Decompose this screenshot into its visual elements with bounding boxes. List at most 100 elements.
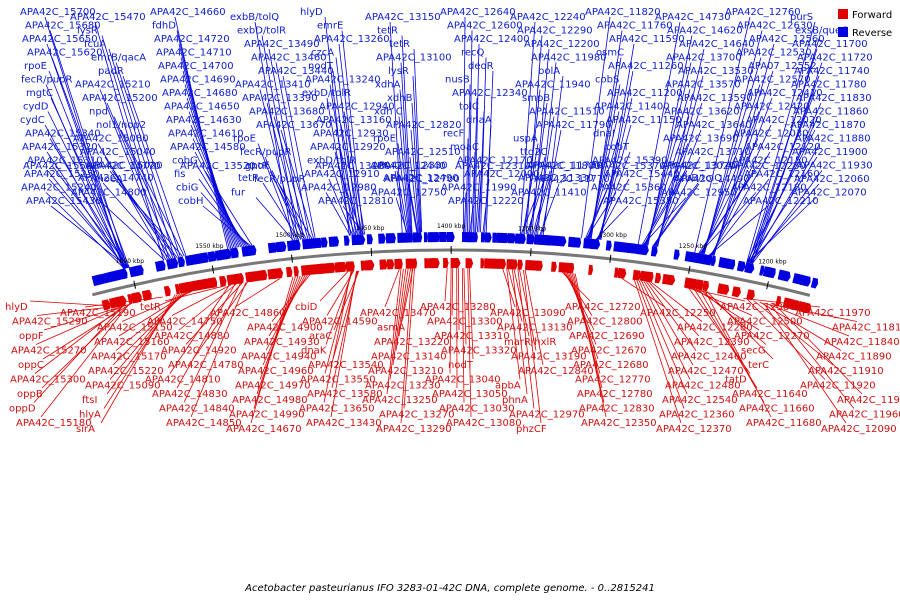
reverse-gene-arrow (302, 239, 308, 250)
reverse-gene-arrow (781, 270, 791, 282)
feature-leader-line (595, 205, 629, 240)
feature-leader-line (709, 178, 770, 256)
forward-gene-arrow (617, 267, 627, 279)
reverse-gene-arrow (317, 237, 322, 248)
reverse-feature-label: ttg2C (520, 147, 548, 158)
feature-leader-line (654, 129, 702, 247)
feature-leader-line (262, 182, 300, 241)
reverse-feature-label: APA42C_14770 (85, 161, 161, 172)
feature-leader-line (765, 302, 850, 337)
reverse-feature-label: APA42C_11760 (597, 21, 673, 32)
reverse-feature-label: recQ (461, 48, 485, 59)
feature-leader-line (111, 170, 178, 258)
feature-leader-line (169, 284, 230, 374)
reverse-feature-label: APA42C_11260 (608, 61, 684, 72)
feature-leader-line (35, 305, 125, 345)
forward-feature-label: APA42C_12800 (567, 317, 643, 328)
forward-feature-label: cbiD (295, 302, 318, 313)
feature-leader-line (444, 267, 448, 302)
forward-feature-label: APA42C_14920 (161, 346, 237, 357)
reverse-feature-label: APA42C_14730 (655, 12, 731, 23)
feature-leader-line (469, 205, 474, 233)
feature-leader-lines (29, 16, 863, 424)
forward-feature-label: apbA (495, 381, 521, 392)
forward-feature-label: APA42C_12500 (727, 317, 803, 328)
forward-feature-label: APA42C_11890 (816, 352, 892, 363)
forward-feature-label: oppC (18, 360, 44, 371)
feature-leader-line (621, 277, 666, 308)
reverse-gene-arrow (294, 239, 301, 251)
reverse-feature-label: APA42C_13100 (376, 53, 452, 64)
reverse-gene-arrow (590, 238, 601, 250)
feature-leader-line (467, 84, 471, 233)
feature-leader-line (645, 281, 697, 351)
reverse-gene-arrow (177, 256, 185, 268)
reverse-gene-arrow (279, 241, 287, 252)
scale-ticks: 1600 kbp 1550 kbp 1500 kbp 1450 kbp 1400 kbp… (116, 223, 787, 290)
forward-gene-arrow (163, 285, 171, 297)
feature-leader-line (588, 111, 620, 239)
reverse-feature-label: APA42C_15430 (26, 196, 102, 207)
feature-leader-line (412, 75, 422, 233)
feature-leader-line (273, 116, 309, 240)
reverse-feature-label: cobS (595, 75, 619, 86)
scale-tick-mark (688, 265, 691, 274)
forward-feature-label: APA42C_14670 (226, 424, 302, 435)
forward-feature-label: APA42C_14810 (145, 375, 221, 386)
feature-leader-line (403, 268, 415, 409)
forward-feature-label: APA42C_13130 (497, 323, 573, 334)
feature-leader-line (268, 274, 308, 337)
reverse-feature-label: APA42C_15310 (27, 156, 103, 167)
scale-tick-label: 1500 kbp (275, 232, 303, 239)
feature-leader-line (389, 268, 404, 380)
feature-leader-line (335, 57, 359, 235)
reverse-feature-label: APA42C_12490 (383, 173, 459, 184)
forward-gene-arrow (145, 289, 152, 301)
reverse-feature-label: APA42C_11330 (518, 173, 594, 184)
feature-leader-line (120, 129, 185, 257)
feature-leader-line (271, 274, 311, 322)
feature-leader-line (704, 290, 772, 418)
forward-feature-label: APA42C_15160 (94, 337, 170, 348)
reverse-feature-label: APA42C_11900 (792, 147, 868, 158)
feature-leader-line (581, 16, 611, 238)
reverse-feature-label: tetR (377, 26, 398, 37)
forward-feature-label: APA42C_14970 (235, 381, 311, 392)
feature-leader-line (520, 197, 537, 234)
feature-leader-line (269, 170, 305, 240)
reverse-gene-arrow (222, 248, 232, 260)
reverse-gene-arrow (248, 245, 257, 256)
reverse-gene-arrow (499, 232, 509, 244)
feature-leader-line (50, 205, 129, 269)
scale-tick-label: 1400 kbp (437, 223, 465, 230)
reverse-feature-label: APA42C_13260 (314, 34, 390, 45)
reverse-gene-arrow (203, 252, 209, 263)
reverse-feature-label: APA42C_15700 (20, 7, 96, 18)
reverse-feature-label: APA42C_12220 (448, 196, 524, 207)
forward-feature-label: APA42C_15220 (88, 366, 164, 377)
feature-leader-line (392, 268, 407, 366)
reverse-gene-arrow (729, 259, 736, 270)
scale-tick-mark (766, 281, 769, 290)
reverse-gene-arrow (389, 233, 396, 244)
reverse-gene-arrow (707, 255, 712, 266)
feature-leader-line (185, 282, 243, 345)
reverse-feature-label: rpoE (233, 134, 256, 145)
feature-leader-line (397, 143, 410, 233)
scale-tick-label: 1600 kbp (116, 258, 144, 265)
feature-leader-line (338, 43, 362, 235)
feature-leader-line (752, 170, 823, 264)
forward-feature-label: hlyA (79, 410, 101, 421)
feature-leader-line (200, 192, 249, 247)
feature-leader-line (264, 156, 301, 240)
reverse-gene-arrow (321, 237, 328, 248)
reverse-feature-label: APA42C_12920 (310, 142, 386, 153)
reverse-feature-label: APA42C_12940 (319, 102, 395, 113)
reverse-feature-label: fis (174, 169, 186, 180)
forward-gene-arrow (698, 279, 704, 291)
feature-leader-line (652, 182, 699, 247)
reverse-feature-label: APA42C_13150 (365, 12, 441, 23)
reverse-feature-label: APA42C_13240 (305, 75, 381, 86)
forward-feature-label: APA42C_15290 (12, 317, 88, 328)
reverse-feature-label: exbD/tolR (302, 88, 351, 99)
